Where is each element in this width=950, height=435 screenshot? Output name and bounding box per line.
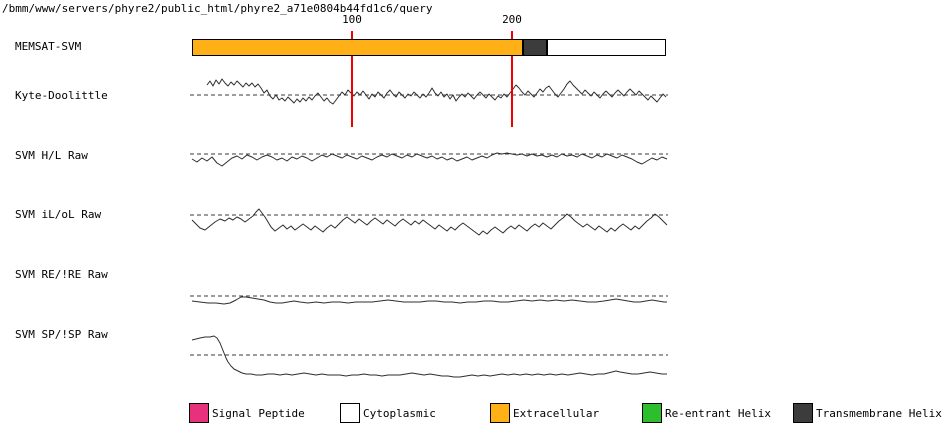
curve-3 [191,296,667,305]
curve-0 [206,78,667,105]
row-label-memsat-svm: MEMSAT-SVM [15,40,82,53]
bar-segment-transmembrane-helix [523,39,547,56]
legend-item-signal-peptide: Signal Peptide [189,403,305,423]
curve-1 [191,152,668,167]
signal-peptide-swatch [189,403,209,423]
transmembrane-helix-swatch [793,403,813,423]
legend: Signal Peptide Cytoplasmic Extracellular… [0,403,950,425]
memsat-svm-topology-bar [192,39,666,56]
curve-4 [191,335,667,378]
legend-item-transmembrane-helix: Transmembrane Helix [793,403,942,423]
bar-segment-extracellular [192,39,523,56]
legend-label: Re-entrant Helix [665,406,771,420]
legend-label: Extracellular [513,406,600,420]
legend-label: Cytoplasmic [363,406,436,420]
curve-2 [191,208,668,236]
legend-label: Signal Peptide [212,406,305,420]
row-label-svm-hl-raw: SVM H/L Raw [15,149,88,162]
legend-item-cytoplasmic: Cytoplasmic [340,403,436,423]
legend-item-re-entrant-helix: Re-entrant Helix [642,403,771,423]
row-label-svm-il-ol-raw: SVM iL/oL Raw [15,208,102,221]
row-label-svm-re-raw: SVM RE/!RE Raw [15,268,108,281]
row-label-kyte-doolittle: Kyte-Doolittle [15,89,108,102]
legend-item-extracellular: Extracellular [490,403,599,423]
cytoplasmic-swatch [340,403,360,423]
extracellular-swatch [490,403,510,423]
bar-segment-cytoplasmic [547,39,666,56]
row-label-svm-sp-raw: SVM SP/!SP Raw [15,328,108,341]
query-file-path: /bmm/www/servers/phyre2/public_html/phyr… [2,2,433,15]
re-entrant-helix-swatch [642,403,662,423]
legend-label: Transmembrane Helix [816,406,942,420]
